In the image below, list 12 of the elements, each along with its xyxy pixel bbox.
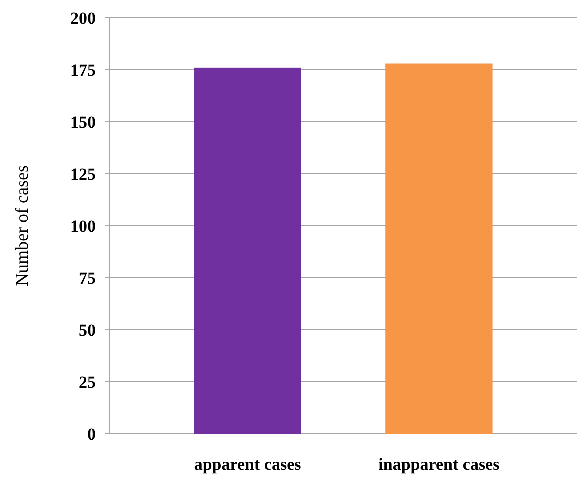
y-tick-label: 0 bbox=[88, 424, 96, 444]
y-tick-label: 125 bbox=[70, 164, 96, 184]
y-tick-label: 75 bbox=[79, 268, 96, 288]
y-tick-label: 50 bbox=[79, 320, 96, 340]
y-tick-label: 200 bbox=[70, 8, 96, 28]
y-tick-label: 100 bbox=[70, 216, 96, 236]
y-tick-label: 150 bbox=[70, 112, 96, 132]
y-axis-title: Number of cases bbox=[12, 166, 32, 286]
y-tick-label: 175 bbox=[70, 60, 96, 80]
x-tick-label: inapparent cases bbox=[378, 455, 500, 474]
y-tick-label: 25 bbox=[79, 372, 96, 392]
x-tick-label: apparent cases bbox=[194, 455, 302, 474]
